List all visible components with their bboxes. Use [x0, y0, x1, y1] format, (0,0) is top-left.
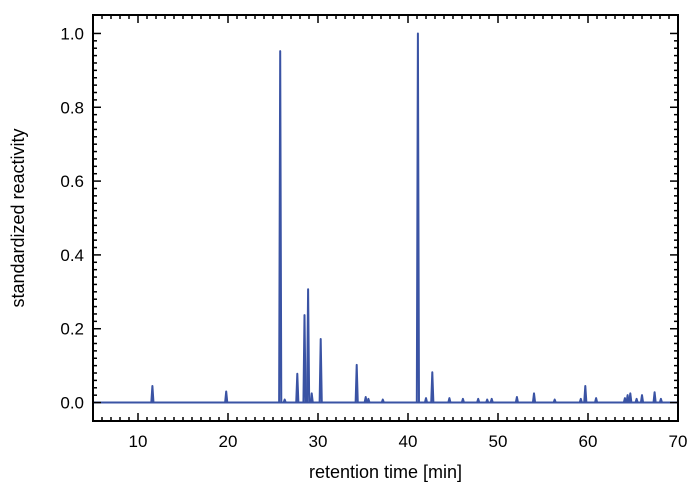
peak-31: [634, 397, 639, 403]
peak-16: [430, 371, 435, 403]
peak-24: [552, 398, 557, 403]
peak-6: [302, 314, 307, 403]
peak-14: [415, 32, 420, 403]
x-tick-label: 40: [399, 432, 418, 451]
peak-5: [295, 372, 300, 403]
peak-28: [622, 397, 627, 403]
x-tick-label: 20: [219, 432, 238, 451]
tick-labels-group: 10 20 30 40 50 60 70 0.0 0.2 0.4 0.6 0.8 1.0: [60, 24, 687, 451]
peak-3: [278, 50, 283, 403]
peak-1: [150, 384, 155, 403]
peak-18: [460, 397, 465, 403]
peak-22: [514, 396, 519, 403]
x-tick-label: 70: [669, 432, 688, 451]
peak-26: [583, 384, 588, 403]
peak-29: [625, 394, 630, 403]
x-tick-label: 10: [129, 432, 148, 451]
peak-17: [447, 397, 452, 403]
y-tick-label: 1.0: [60, 24, 84, 43]
peak-25: [578, 397, 583, 403]
peak-21: [489, 397, 494, 403]
peak-9: [318, 338, 323, 403]
x-tick-label: 30: [309, 432, 328, 451]
peak-7: [306, 288, 311, 403]
y-tick-label: 0.0: [60, 394, 84, 413]
y-tick-label: 0.6: [60, 172, 84, 191]
peak-8: [309, 392, 314, 403]
peak-19: [476, 397, 481, 403]
peak-10: [354, 363, 359, 403]
x-tick-label: 50: [489, 432, 508, 451]
axis-ticks-group: [93, 15, 679, 421]
peak-33: [652, 391, 657, 403]
peak-15: [423, 397, 429, 403]
peak-32: [639, 394, 645, 403]
peak-4: [282, 398, 287, 403]
peak-11: [363, 396, 368, 403]
peak-27: [594, 397, 599, 403]
plot-frame: [92, 14, 679, 422]
y-tick-label: 0.2: [60, 320, 84, 339]
series-trace-group: [93, 32, 678, 404]
peak-23: [531, 392, 537, 403]
peak-12: [366, 397, 371, 403]
peak-2: [224, 390, 229, 403]
x-tick-label: 60: [579, 432, 598, 451]
peak-13: [380, 398, 385, 403]
peak-34: [658, 397, 663, 403]
y-tick-label: 0.8: [60, 98, 84, 117]
y-axis-label: standardized reactivity: [8, 128, 28, 307]
y-tick-label: 0.4: [60, 246, 84, 265]
x-axis-label: retention time [min]: [309, 462, 462, 482]
peak-30: [628, 392, 633, 403]
peak-20: [485, 398, 490, 403]
